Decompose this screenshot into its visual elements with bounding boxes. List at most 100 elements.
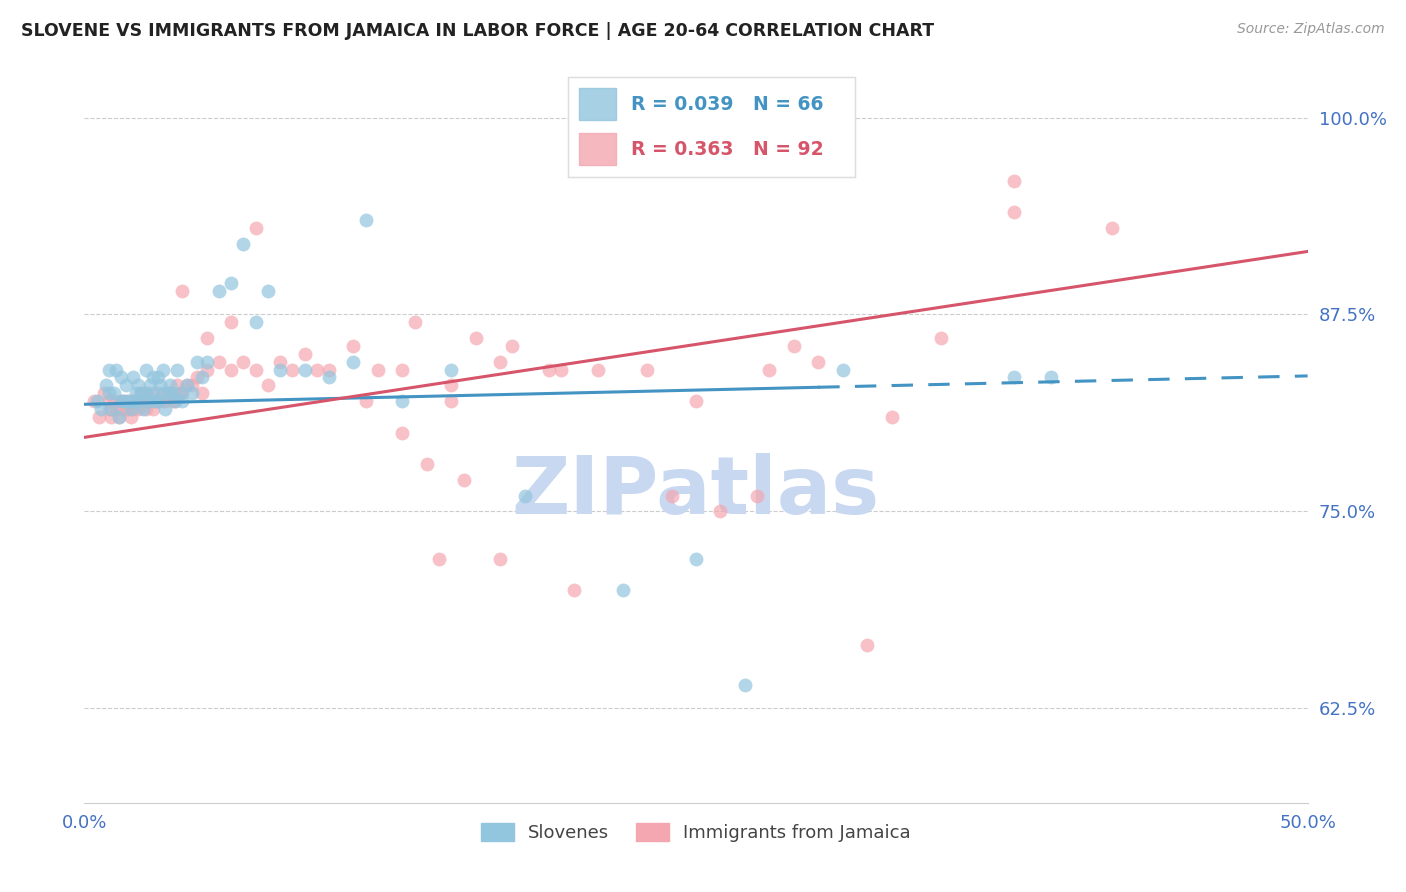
Point	[181, 378, 204, 392]
Point	[245, 362, 267, 376]
Point	[100, 402, 122, 417]
Point	[685, 551, 707, 566]
Point	[125, 386, 148, 401]
Point	[208, 284, 231, 298]
Point	[416, 457, 439, 471]
Point	[257, 378, 280, 392]
Point	[120, 402, 142, 417]
Point	[831, 362, 853, 376]
Point	[87, 409, 110, 424]
Text: Source: ZipAtlas.com: Source: ZipAtlas.com	[1237, 22, 1385, 37]
Point	[122, 394, 145, 409]
Point	[136, 394, 159, 409]
Point	[146, 394, 169, 409]
Point	[127, 394, 149, 409]
Point	[146, 370, 169, 384]
Point	[929, 331, 952, 345]
Point	[219, 315, 242, 329]
Point	[142, 370, 165, 384]
Point	[195, 362, 218, 376]
Point	[294, 347, 316, 361]
Point	[97, 402, 120, 417]
Point	[489, 355, 512, 369]
Point	[166, 362, 188, 376]
Point	[427, 551, 450, 566]
Point	[162, 386, 184, 401]
Point	[110, 394, 132, 409]
Point	[440, 378, 463, 392]
Point	[489, 551, 512, 566]
Point	[391, 425, 413, 440]
Legend: Slovenes, Immigrants from Jamaica: Slovenes, Immigrants from Jamaica	[474, 815, 918, 849]
Point	[122, 370, 145, 384]
Point	[135, 362, 157, 376]
Text: ZIPatlas: ZIPatlas	[512, 453, 880, 531]
Point	[195, 331, 218, 345]
Point	[125, 394, 148, 409]
Point	[135, 386, 157, 401]
Point	[404, 315, 426, 329]
Point	[97, 386, 120, 401]
Point	[156, 386, 179, 401]
Point	[156, 386, 179, 401]
Point	[269, 362, 291, 376]
Point	[1002, 205, 1025, 219]
Point	[807, 355, 830, 369]
Point	[758, 362, 780, 376]
Point	[1039, 370, 1062, 384]
Point	[257, 284, 280, 298]
Point	[117, 394, 139, 409]
Point	[110, 394, 132, 409]
Point	[856, 638, 879, 652]
Point	[152, 362, 174, 376]
Point	[117, 394, 139, 409]
Point	[127, 394, 149, 409]
Point	[1002, 370, 1025, 384]
Point	[181, 386, 204, 401]
Point	[110, 402, 132, 417]
Point	[152, 394, 174, 409]
Point	[464, 331, 486, 345]
Text: SLOVENE VS IMMIGRANTS FROM JAMAICA IN LABOR FORCE | AGE 20-64 CORRELATION CHART: SLOVENE VS IMMIGRANTS FROM JAMAICA IN LA…	[21, 22, 934, 40]
Point	[97, 394, 120, 409]
Point	[159, 386, 181, 401]
Point	[86, 394, 108, 409]
Point	[186, 355, 208, 369]
Point	[636, 362, 658, 376]
Point	[354, 213, 377, 227]
Point	[169, 386, 191, 401]
Point	[342, 355, 364, 369]
Point	[245, 220, 267, 235]
Point	[163, 394, 186, 409]
Point	[1101, 220, 1123, 235]
Point	[391, 394, 413, 409]
Point	[538, 362, 561, 376]
Point	[115, 378, 138, 392]
Point	[191, 370, 214, 384]
Point	[159, 378, 181, 392]
Point	[318, 370, 340, 384]
Point	[367, 362, 389, 376]
Point	[96, 378, 118, 392]
Point	[135, 402, 157, 417]
Point	[294, 362, 316, 376]
Point	[440, 394, 463, 409]
Point	[153, 394, 176, 409]
Point	[709, 504, 731, 518]
Point	[117, 402, 139, 417]
Point	[550, 362, 572, 376]
Point	[139, 378, 162, 392]
Point	[245, 315, 267, 329]
Point	[107, 409, 129, 424]
Point	[146, 386, 169, 401]
Point	[127, 378, 149, 392]
Point	[122, 394, 145, 409]
Point	[132, 402, 155, 417]
Point	[281, 362, 304, 376]
Point	[453, 473, 475, 487]
Point	[612, 583, 634, 598]
Point	[142, 402, 165, 417]
Point	[176, 378, 198, 392]
Point	[142, 386, 165, 401]
Point	[105, 362, 128, 376]
